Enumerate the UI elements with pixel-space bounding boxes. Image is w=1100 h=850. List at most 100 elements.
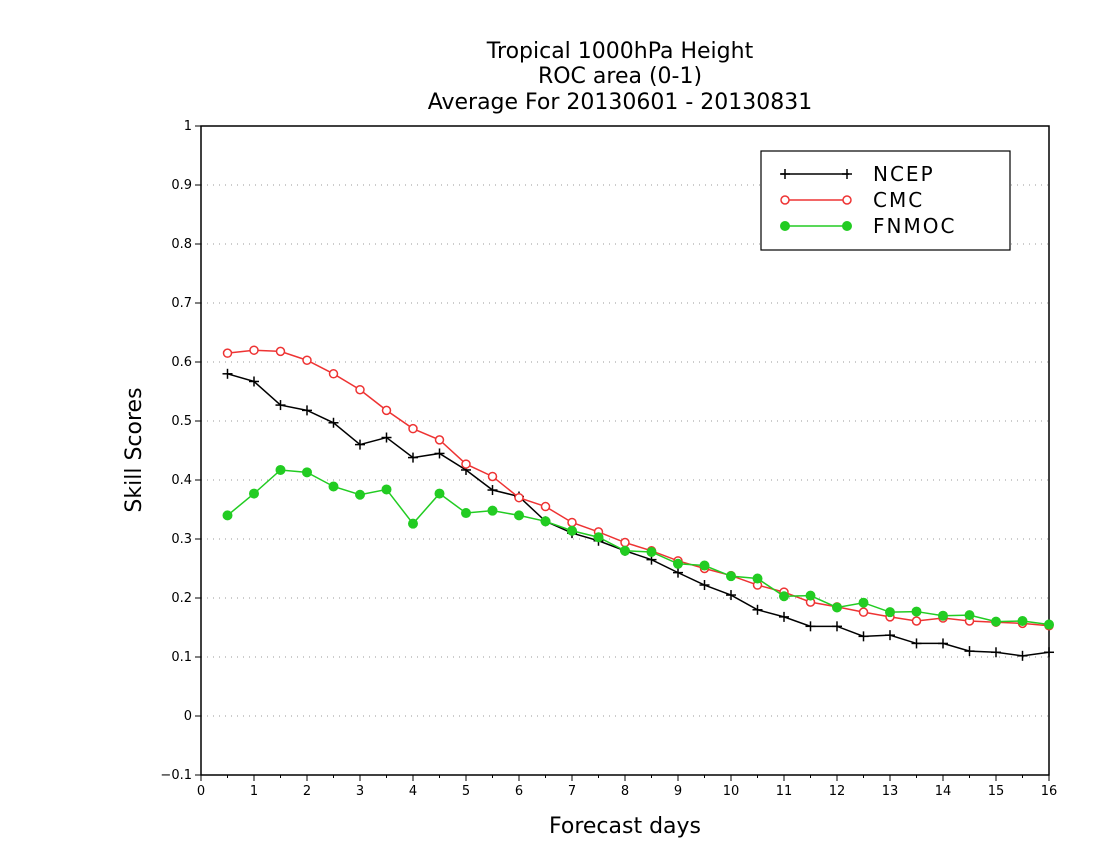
ncep-point <box>779 611 789 622</box>
fnmoc-point <box>699 560 710 571</box>
ncep-point <box>699 580 710 591</box>
ncep-point <box>752 604 763 615</box>
fnmoc-point <box>752 573 763 584</box>
legend-label-cmc: CMC <box>873 188 924 212</box>
fnmoc-point <box>646 546 657 557</box>
title-line-3: Average For 20130601 - 20130831 <box>428 90 813 115</box>
legend-marker-ncep <box>780 169 790 179</box>
ncep-point <box>885 630 895 641</box>
legend-marker-fnmoc <box>842 221 852 231</box>
fnmoc-point <box>938 610 948 621</box>
cmc-point <box>302 355 312 365</box>
ncep-point <box>249 376 259 387</box>
y-tick-label: 0.8 <box>171 237 192 252</box>
legend-marker-fnmoc <box>780 221 790 231</box>
x-tick-label: 15 <box>988 784 1005 799</box>
y-tick-label: 0.9 <box>171 178 192 193</box>
cmc-point <box>911 616 922 626</box>
x-tick-label: 10 <box>723 784 740 799</box>
ncep-point <box>302 405 312 416</box>
fnmoc-point <box>1017 616 1028 627</box>
x-axis: 0 1 2 3 4 5 6 7 8 9 10 11 12 13 14 15 16 <box>197 775 1057 799</box>
ncep-point <box>726 590 736 601</box>
fnmoc-point <box>461 508 471 519</box>
cmc-point <box>249 345 259 355</box>
fnmoc-point <box>408 518 418 529</box>
ncep-point <box>1017 650 1028 661</box>
legend-marker-cmc <box>842 195 852 205</box>
ncep-point <box>1044 647 1054 658</box>
ncep-point <box>275 400 286 411</box>
x-axis-title: Forecast days <box>549 814 701 839</box>
x-tick-label: 0 <box>197 784 205 799</box>
series-group <box>222 345 1054 661</box>
fnmoc-point <box>328 481 339 492</box>
cmc-point <box>461 459 471 469</box>
ncep-point <box>487 485 498 496</box>
cmc-point <box>222 348 233 358</box>
series-ncep <box>222 368 1054 661</box>
ncep-point <box>408 452 418 463</box>
cmc-point <box>328 369 339 379</box>
x-tick-label: 4 <box>409 784 417 799</box>
fnmoc-point <box>514 510 524 521</box>
x-tick-label: 5 <box>462 784 470 799</box>
fnmoc-point <box>434 488 445 499</box>
ncep-point <box>911 638 922 649</box>
series-cmc <box>222 345 1054 631</box>
y-tick-label: 0.4 <box>171 473 192 488</box>
cmc-point <box>620 537 630 548</box>
gridlines <box>201 184 1049 717</box>
cmc-point <box>487 471 498 482</box>
legend-label-fnmoc: FNMOC <box>873 214 956 238</box>
cmc-point <box>858 607 869 617</box>
ncep-point <box>832 621 842 632</box>
y-tick-label: 0.3 <box>171 532 192 547</box>
fnmoc-point <box>726 571 736 582</box>
ncep-point <box>964 646 975 657</box>
ncep-point <box>991 647 1001 658</box>
fnmoc-point <box>540 516 551 527</box>
cmc-point <box>567 517 577 528</box>
fnmoc-point <box>355 489 365 500</box>
x-tick-label: 1 <box>250 784 258 799</box>
y-tick-label: 0.1 <box>171 650 192 665</box>
title-line-2: ROC area (0-1) <box>538 64 702 89</box>
fnmoc-point <box>275 464 286 475</box>
x-tick-label: 14 <box>935 784 952 799</box>
fnmoc-point <box>832 602 842 613</box>
legend-item-cmc: CMC <box>780 188 924 212</box>
legend-marker-ncep <box>842 169 852 179</box>
y-tick-label: 0.5 <box>171 414 192 429</box>
fnmoc-point <box>620 545 630 556</box>
fnmoc-point <box>567 525 577 536</box>
cmc-point <box>275 346 286 357</box>
fnmoc-point <box>858 597 869 608</box>
cmc-point <box>381 405 392 416</box>
fnmoc-point <box>1044 619 1054 630</box>
y-axis-title: Skill Scores <box>122 387 147 512</box>
fnmoc-point <box>222 510 233 521</box>
legend-marker-cmc <box>780 195 790 205</box>
y-tick-label: 0.6 <box>171 355 192 370</box>
y-tick-label: 0.2 <box>171 591 192 606</box>
fnmoc-point <box>885 607 895 618</box>
x-tick-label: 2 <box>303 784 311 799</box>
ncep-point <box>938 638 948 649</box>
ncep-line <box>227 373 1050 657</box>
y-tick-label: 0.7 <box>171 296 192 311</box>
cmc-point <box>408 423 418 434</box>
fnmoc-point <box>779 591 789 602</box>
cmc-point <box>355 384 365 395</box>
cmc-point <box>434 435 445 445</box>
series-fnmoc <box>222 464 1054 630</box>
fnmoc-point <box>805 590 816 601</box>
fnmoc-point <box>911 606 922 617</box>
x-tick-label: 13 <box>882 784 899 799</box>
fnmoc-point <box>381 484 392 495</box>
fnmoc-point <box>673 558 683 569</box>
chart-title: Tropical 1000hPa Height ROC area (0-1) A… <box>428 39 813 115</box>
x-tick-label: 6 <box>515 784 523 799</box>
